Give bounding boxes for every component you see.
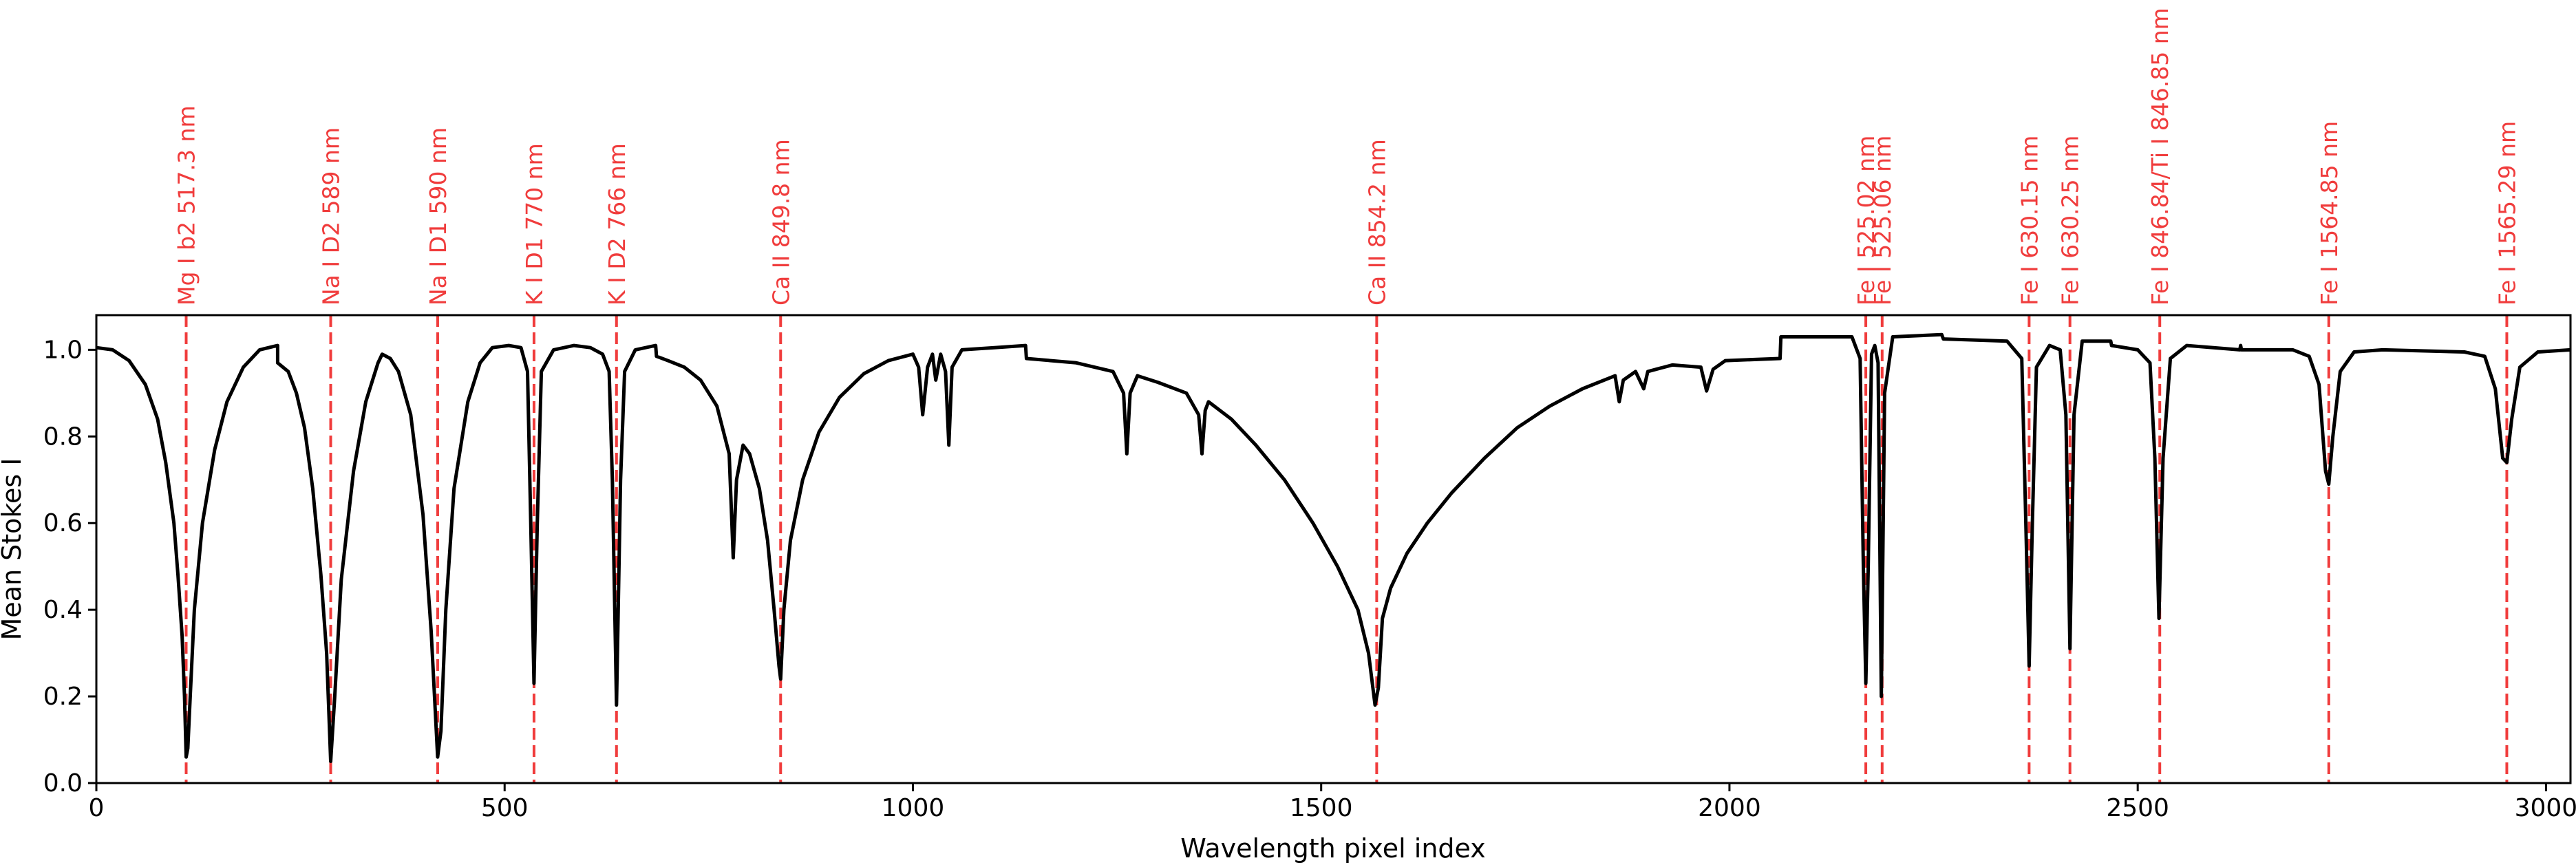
spectral-line-label: Mg I b2 517.3 nm bbox=[173, 105, 200, 306]
series-line-mean-stokes-i bbox=[96, 332, 2571, 763]
x-tick-label: 1000 bbox=[882, 794, 945, 822]
spectral-line-label: Fe I 1564.85 nm bbox=[2316, 121, 2343, 306]
x-tick-label: 2500 bbox=[2106, 794, 2169, 822]
spectral-line-label: K I D2 766 nm bbox=[604, 143, 630, 306]
spectral-line-markers bbox=[184, 315, 2509, 783]
spectral-line-label: Na I D1 590 nm bbox=[425, 127, 451, 306]
y-tick-label: 0.8 bbox=[43, 422, 83, 451]
y-tick-label: 0.6 bbox=[43, 509, 83, 537]
spectral-line-label: Na I D2 589 nm bbox=[318, 127, 345, 306]
y-tick-label: 0.4 bbox=[43, 596, 83, 624]
spectral-line-label: Fe I 525.06 nm bbox=[1869, 136, 1896, 306]
x-tick-label: 0 bbox=[89, 794, 105, 822]
spectral-line-label: Fe I 1565.29 nm bbox=[2494, 121, 2521, 306]
spectral-line-label: Fe I 846.84/Ti I 846.85 nm bbox=[2147, 8, 2173, 306]
spectral-line-label: Ca II 849.8 nm bbox=[767, 139, 794, 306]
y-axis: 0.0 0.2 0.4 0.6 0.8 1.0 bbox=[43, 336, 96, 798]
spectral-line-label: Fe I 525.02 nm bbox=[1853, 136, 1880, 306]
y-tick-label: 0.2 bbox=[43, 683, 83, 711]
spectral-line-label: Fe I 630.25 nm bbox=[2057, 136, 2084, 306]
spectral-line-label: Fe I 630.15 nm bbox=[2016, 136, 2043, 306]
plot-frame bbox=[95, 314, 2572, 784]
x-tick-label: 1500 bbox=[1290, 794, 1353, 822]
spectral-line-label: K I D1 770 nm bbox=[521, 143, 548, 306]
y-tick-label: 0.0 bbox=[43, 769, 83, 798]
x-tick-label: 3000 bbox=[2515, 794, 2576, 822]
spectral-line-label: Ca II 854.2 nm bbox=[1363, 139, 1390, 306]
spectral-line-labels: Mg I b2 517.3 nm Na I D2 589 nm Na I D1 59… bbox=[173, 8, 2521, 306]
x-axis: 0 500 1000 1500 2000 2500 3000 bbox=[89, 783, 2576, 822]
y-tick-label: 1.0 bbox=[43, 336, 83, 364]
x-axis-label: Wavelength pixel index bbox=[1180, 833, 1485, 864]
y-axis-label: Mean Stokes I bbox=[0, 458, 27, 641]
x-tick-label: 2000 bbox=[1698, 794, 1761, 822]
x-tick-label: 500 bbox=[481, 794, 529, 822]
